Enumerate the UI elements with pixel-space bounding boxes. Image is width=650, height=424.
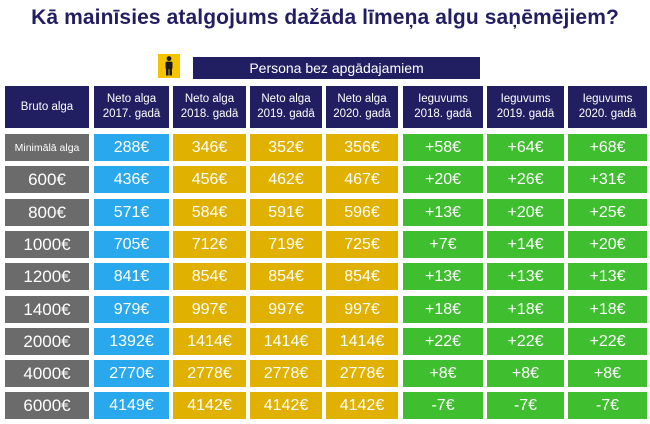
cell-gain-2018: +7€ — [403, 231, 483, 258]
cell-net-2020: 4142€ — [326, 392, 398, 419]
cell-gross: 2000€ — [5, 328, 89, 355]
cell-net-2019: 4142€ — [250, 392, 322, 419]
cell-gain-2020: +18€ — [568, 296, 647, 323]
cell-gain-2019: +14€ — [487, 231, 564, 258]
page-title: Kā mainīsies atalgojums dažāda līmeņa al… — [31, 6, 619, 29]
column-header-net-2017: Neto alga 2017. gadā — [94, 86, 169, 128]
cell-gain-2019: -7€ — [487, 392, 564, 419]
cell-gain-2018: -7€ — [403, 392, 483, 419]
cell-gross: Minimālā alga — [5, 134, 89, 161]
cell-net-2018: 2778€ — [173, 360, 246, 387]
cell-gross: 6000€ — [5, 392, 89, 419]
cell-net-2018: 456€ — [173, 166, 246, 193]
person-glyph — [165, 56, 173, 76]
column-header-gross: Bruto alga — [5, 86, 89, 128]
cell-net-2020: 596€ — [326, 199, 398, 226]
cell-net-2020: 356€ — [326, 134, 398, 161]
column-header-net-2019: Neto alga 2019. gadā — [250, 86, 322, 128]
cell-gross: 1000€ — [5, 231, 89, 258]
cell-net-2017: 841€ — [94, 263, 169, 290]
category-banner: Persona bez apgādajamiem — [193, 57, 480, 79]
column-header-net-2018: Neto alga 2018. gadā — [173, 86, 246, 128]
cell-gross: 1200€ — [5, 263, 89, 290]
cell-gain-2018: +8€ — [403, 360, 483, 387]
cell-gain-2019: +8€ — [487, 360, 564, 387]
cell-net-2017: 4149€ — [94, 392, 169, 419]
cell-net-2020: 2778€ — [326, 360, 398, 387]
cell-gain-2020: +68€ — [568, 134, 647, 161]
cell-net-2018: 346€ — [173, 134, 246, 161]
cell-net-2019: 997€ — [250, 296, 322, 323]
cell-gain-2019: +18€ — [487, 296, 564, 323]
cell-gain-2020: +20€ — [568, 231, 647, 258]
cell-gain-2018: +18€ — [403, 296, 483, 323]
column-header-gain-2020: Ieguvums 2020. gadā — [568, 86, 647, 128]
cell-gross: 600€ — [5, 166, 89, 193]
cell-gain-2019: +13€ — [487, 263, 564, 290]
cell-net-2017: 979€ — [94, 296, 169, 323]
cell-net-2017: 288€ — [94, 134, 169, 161]
cell-gain-2018: +58€ — [403, 134, 483, 161]
cell-gain-2019: +20€ — [487, 199, 564, 226]
cell-net-2019: 719€ — [250, 231, 322, 258]
cell-gain-2019: +22€ — [487, 328, 564, 355]
cell-net-2018: 4142€ — [173, 392, 246, 419]
cell-net-2018: 854€ — [173, 263, 246, 290]
cell-net-2020: 997€ — [326, 296, 398, 323]
cell-net-2018: 712€ — [173, 231, 246, 258]
cell-gain-2020: +8€ — [568, 360, 647, 387]
cell-net-2018: 997€ — [173, 296, 246, 323]
column-header-gain-2018: Ieguvums 2018. gadā — [403, 86, 483, 128]
cell-net-2017: 705€ — [94, 231, 169, 258]
cell-net-2019: 462€ — [250, 166, 322, 193]
cell-net-2020: 467€ — [326, 166, 398, 193]
cell-net-2020: 854€ — [326, 263, 398, 290]
cell-gross: 4000€ — [5, 360, 89, 387]
cell-net-2018: 1414€ — [173, 328, 246, 355]
cell-gain-2020: -7€ — [568, 392, 647, 419]
cell-gain-2020: +31€ — [568, 166, 647, 193]
cell-net-2020: 1414€ — [326, 328, 398, 355]
cell-net-2019: 352€ — [250, 134, 322, 161]
cell-net-2017: 1392€ — [94, 328, 169, 355]
cell-gain-2020: +25€ — [568, 199, 647, 226]
cell-gain-2018: +13€ — [403, 199, 483, 226]
cell-net-2019: 2778€ — [250, 360, 322, 387]
cell-gain-2019: +64€ — [487, 134, 564, 161]
cell-gain-2020: +13€ — [568, 263, 647, 290]
cell-net-2017: 2770€ — [94, 360, 169, 387]
cell-gain-2020: +22€ — [568, 328, 647, 355]
cell-gross: 1400€ — [5, 296, 89, 323]
column-header-gain-2019: Ieguvums 2019. gadā — [487, 86, 564, 128]
cell-net-2017: 571€ — [94, 199, 169, 226]
person-icon — [158, 54, 180, 78]
cell-net-2018: 584€ — [173, 199, 246, 226]
cell-net-2019: 1414€ — [250, 328, 322, 355]
cell-net-2019: 854€ — [250, 263, 322, 290]
cell-gain-2018: +22€ — [403, 328, 483, 355]
cell-gain-2018: +20€ — [403, 166, 483, 193]
cell-gross: 800€ — [5, 199, 89, 226]
cell-gain-2018: +13€ — [403, 263, 483, 290]
cell-net-2020: 725€ — [326, 231, 398, 258]
cell-gain-2019: +26€ — [487, 166, 564, 193]
cell-net-2017: 436€ — [94, 166, 169, 193]
cell-net-2019: 591€ — [250, 199, 322, 226]
column-header-net-2020: Neto alga 2020. gadā — [326, 86, 398, 128]
